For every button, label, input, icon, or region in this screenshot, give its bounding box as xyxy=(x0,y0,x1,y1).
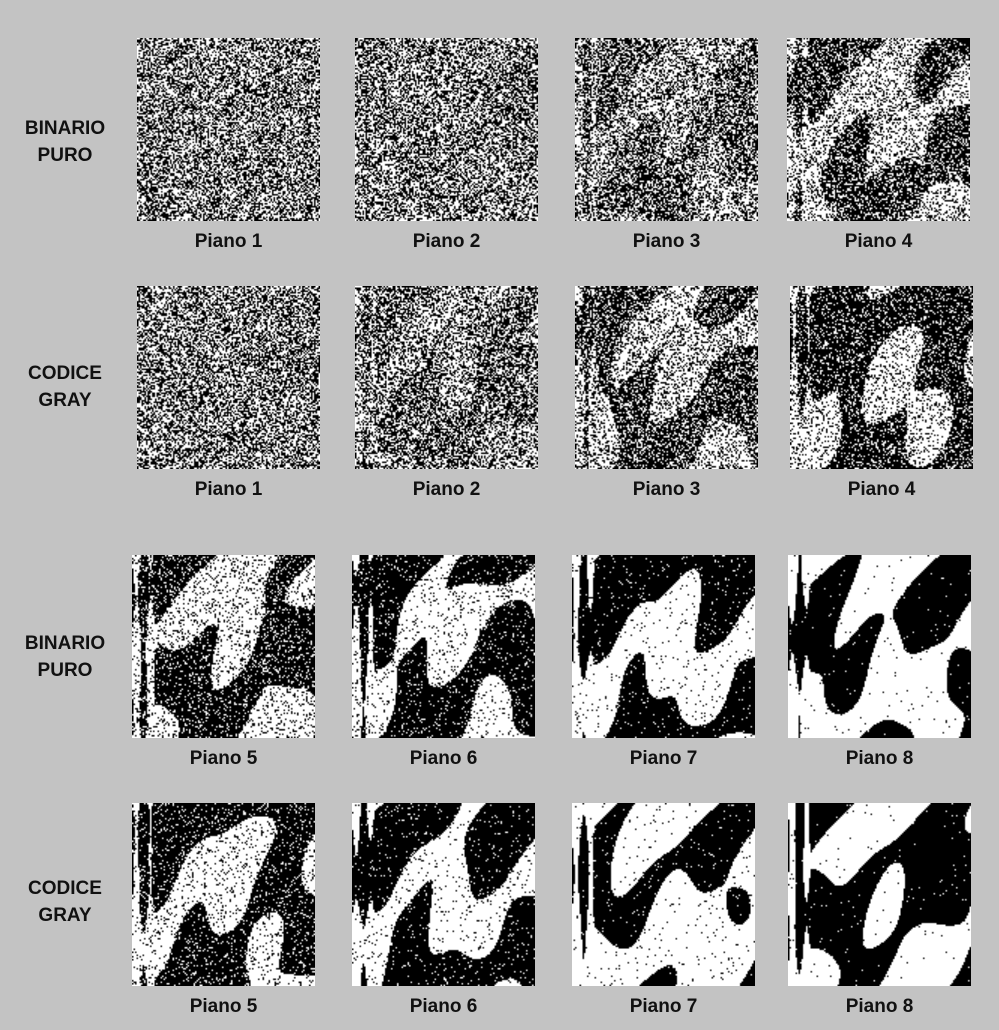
plane-caption: Piano 6 xyxy=(409,996,478,1017)
bit-plane-canvas xyxy=(572,803,755,986)
bit-plane-canvas xyxy=(137,286,320,469)
plane-caption: Piano 2 xyxy=(412,231,481,252)
bit-plane-image xyxy=(355,38,538,221)
bit-plane-image xyxy=(575,286,758,469)
bit-plane-canvas xyxy=(572,555,755,738)
bit-plane-canvas xyxy=(352,555,535,738)
row-label: CODICE GRAY xyxy=(0,360,130,414)
plane-caption: Piano 4 xyxy=(847,479,916,500)
bit-plane-canvas xyxy=(355,38,538,221)
bit-plane-canvas xyxy=(787,38,970,221)
bit-plane-canvas xyxy=(132,803,315,986)
bit-plane-image xyxy=(132,803,315,986)
row-label-line2: PURO xyxy=(37,660,93,681)
bit-plane-canvas xyxy=(355,286,538,469)
bit-plane-image xyxy=(352,803,535,986)
row-label-line1: BINARIO xyxy=(24,118,106,139)
bit-plane-image xyxy=(788,803,971,986)
row-label-line2: GRAY xyxy=(38,390,92,411)
row-label: BINARIO PURO xyxy=(0,630,130,684)
plane-caption: Piano 7 xyxy=(629,748,698,769)
bit-plane-image xyxy=(790,286,973,469)
bit-plane-canvas xyxy=(575,286,758,469)
row-label-line2: GRAY xyxy=(38,905,92,926)
bit-plane-image xyxy=(137,38,320,221)
plane-caption: Piano 1 xyxy=(194,231,263,252)
bit-plane-image xyxy=(787,38,970,221)
plane-caption: Piano 5 xyxy=(189,748,258,769)
bit-plane-image xyxy=(788,555,971,738)
plane-caption: Piano 3 xyxy=(632,479,701,500)
plane-caption: Piano 6 xyxy=(409,748,478,769)
bit-plane-image xyxy=(352,555,535,738)
bit-plane-canvas xyxy=(788,555,971,738)
row-label-line1: CODICE xyxy=(28,878,102,899)
plane-caption: Piano 4 xyxy=(844,231,913,252)
row-label-line1: CODICE xyxy=(28,363,102,384)
bit-plane-image xyxy=(575,38,758,221)
plane-caption: Piano 8 xyxy=(845,996,914,1017)
bit-plane-canvas xyxy=(788,803,971,986)
plane-caption: Piano 2 xyxy=(412,479,481,500)
bit-plane-image xyxy=(132,555,315,738)
row-label-line2: PURO xyxy=(37,145,93,166)
bit-plane-image xyxy=(355,286,538,469)
bit-plane-canvas xyxy=(352,803,535,986)
plane-caption: Piano 5 xyxy=(189,996,258,1017)
plane-caption: Piano 3 xyxy=(632,231,701,252)
bit-plane-canvas xyxy=(137,38,320,221)
bit-plane-image xyxy=(137,286,320,469)
plane-caption: Piano 8 xyxy=(845,748,914,769)
bit-plane-canvas xyxy=(790,286,973,469)
plane-caption: Piano 7 xyxy=(629,996,698,1017)
plane-caption: Piano 1 xyxy=(194,479,263,500)
bit-plane-canvas xyxy=(132,555,315,738)
row-label: BINARIO PURO xyxy=(0,115,130,169)
bit-plane-image xyxy=(572,803,755,986)
row-label: CODICE GRAY xyxy=(0,875,130,929)
bit-plane-canvas xyxy=(575,38,758,221)
bit-plane-image xyxy=(572,555,755,738)
row-label-line1: BINARIO xyxy=(24,633,106,654)
